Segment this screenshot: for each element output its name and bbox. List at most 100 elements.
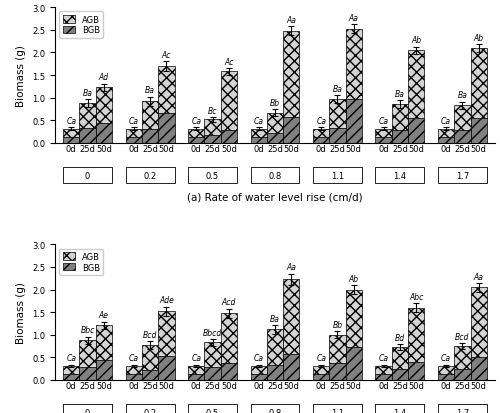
Bar [80,104,96,128]
Text: Ba: Ba [270,314,280,323]
Text: Ca: Ca [378,117,388,126]
Bar [408,308,424,362]
Text: Ca: Ca [254,354,264,362]
Bar [313,374,330,380]
Bar [313,404,362,413]
Bar [392,370,408,380]
Bar [96,361,112,380]
Text: 1.7: 1.7 [456,171,469,180]
Bar [204,342,220,367]
Bar [346,99,362,143]
Bar [438,366,454,374]
Text: Bbc: Bbc [80,325,95,335]
Text: Ca: Ca [254,117,264,126]
Bar [346,347,362,380]
Text: Aa: Aa [349,14,358,23]
Bar [80,367,96,380]
Bar [267,133,283,143]
Text: Ca: Ca [129,117,139,126]
Text: Ae: Ae [99,311,109,320]
Bar [142,370,158,380]
Bar [330,100,345,129]
Bar [283,32,300,117]
Text: Ba: Ba [332,85,342,94]
Bar [142,345,158,370]
Text: Ca: Ca [129,354,139,362]
Bar [454,131,470,143]
Bar [126,404,174,413]
Bar [376,168,424,184]
Bar [470,357,487,380]
Bar [204,367,220,380]
Bar [96,325,112,361]
Bar [126,129,142,138]
Bar [96,88,112,124]
Bar [330,335,345,363]
Text: Ba: Ba [458,91,468,100]
Text: Aa: Aa [286,263,296,272]
Text: 0.5: 0.5 [206,408,219,413]
Text: Ab: Ab [348,274,359,283]
Text: Ab: Ab [411,36,422,45]
Bar [392,131,408,143]
Text: Ac: Ac [162,51,171,60]
Text: Bb: Bb [332,320,342,329]
Bar [470,119,487,143]
Bar [250,129,267,138]
Text: Ca: Ca [66,117,76,126]
Text: 1.4: 1.4 [394,408,406,413]
Bar [142,130,158,143]
Text: Ca: Ca [191,354,201,362]
Text: Ba: Ba [145,86,155,95]
Bar [438,138,454,143]
Text: 0.8: 0.8 [268,171,281,180]
Text: Aa: Aa [286,16,296,25]
Bar [408,362,424,380]
Bar [158,114,174,143]
Bar [188,366,204,374]
Bar [142,102,158,130]
Text: 0.2: 0.2 [144,408,156,413]
Text: Ca: Ca [378,354,388,362]
Text: 0.2: 0.2 [144,171,156,180]
Bar [204,120,220,136]
Text: (a) Rate of water level rise (cm/d): (a) Rate of water level rise (cm/d) [187,192,363,202]
Bar [204,136,220,143]
Text: Ca: Ca [441,117,451,126]
Bar [267,113,283,133]
Legend: AGB, BGB: AGB, BGB [59,12,103,39]
Text: Ac: Ac [224,57,234,66]
Bar [158,67,174,114]
Bar [250,138,267,143]
Bar [376,129,392,138]
Bar [188,129,204,138]
Text: 0.8: 0.8 [268,408,281,413]
Text: Bbcd: Bbcd [203,328,222,337]
Bar [313,138,330,143]
Bar [346,29,362,99]
Bar [250,168,300,184]
Bar [126,366,142,374]
Bar [438,404,487,413]
Text: Ad: Ad [99,73,109,82]
Y-axis label: Biomass (g): Biomass (g) [16,45,26,107]
Bar [188,404,237,413]
Y-axis label: Biomass (g): Biomass (g) [16,282,26,343]
Bar [63,129,80,138]
Bar [470,287,487,357]
Bar [188,138,204,143]
Bar [438,168,487,184]
Text: Bd: Bd [395,333,405,342]
Text: Ba: Ba [395,90,405,99]
Text: Bc: Bc [208,107,218,116]
Bar [330,129,345,143]
Bar [188,168,237,184]
Bar [126,138,142,143]
Bar [376,138,392,143]
Text: Ca: Ca [441,354,451,362]
Bar [376,374,392,380]
Bar [220,72,237,131]
Bar [188,374,204,380]
Text: 0: 0 [85,171,90,180]
Bar [63,138,80,143]
